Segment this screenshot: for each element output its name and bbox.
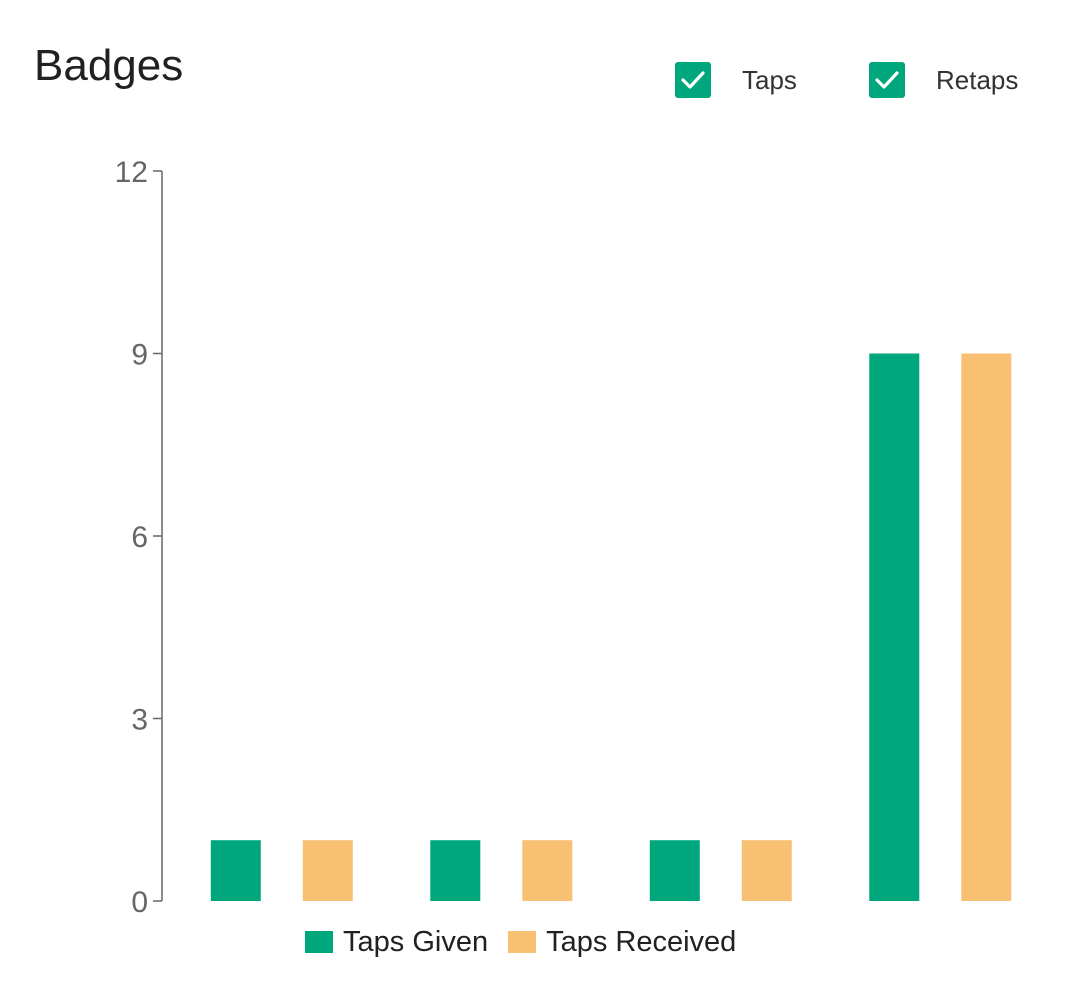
bar-taps-received	[522, 840, 573, 901]
card-title: Badges	[34, 41, 184, 90]
legend-swatch-taps-received	[508, 931, 537, 953]
filter-taps-label: Taps	[742, 64, 797, 95]
bar-taps-received	[741, 840, 792, 901]
y-tick-label: 0	[131, 886, 148, 919]
bar-taps-received	[961, 353, 1012, 901]
bar-taps-given	[869, 353, 920, 901]
legend-label-taps-received: Taps Received	[546, 925, 737, 958]
chart-legend: Taps Given Taps Received	[305, 922, 756, 962]
y-tick-label: 6	[131, 521, 148, 554]
filter-taps[interactable]: Taps	[675, 61, 797, 99]
bar-taps-given	[430, 840, 481, 901]
y-tick-label: 12	[115, 156, 148, 189]
checkbox-checked-icon[interactable]	[869, 62, 905, 98]
filter-retaps[interactable]: Retaps	[869, 61, 1018, 99]
y-tick-label: 9	[131, 339, 148, 372]
legend-item-taps-received[interactable]: Taps Received	[508, 926, 736, 959]
filter-retaps-label: Retaps	[936, 64, 1019, 95]
legend-swatch-taps-given	[305, 931, 333, 953]
legend-item-taps-given[interactable]: Taps Given	[305, 926, 488, 959]
y-tick-label: 3	[131, 704, 148, 737]
bar-taps-given	[210, 840, 261, 901]
bar-taps-given	[649, 840, 700, 901]
checkbox-checked-icon[interactable]	[675, 62, 711, 98]
bar-taps-received	[302, 840, 353, 901]
legend-label-taps-given: Taps Given	[343, 925, 489, 958]
